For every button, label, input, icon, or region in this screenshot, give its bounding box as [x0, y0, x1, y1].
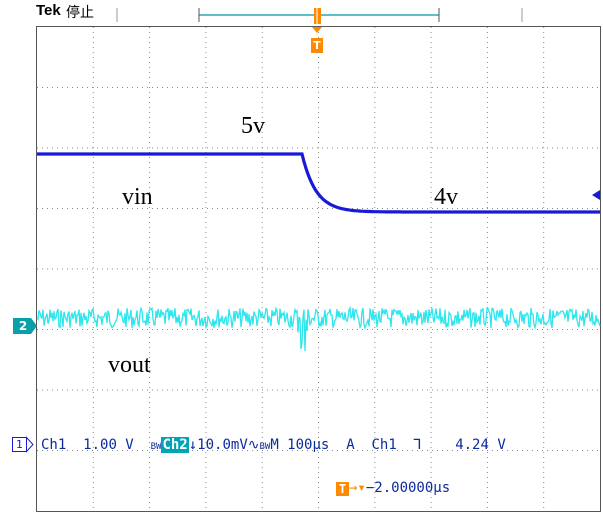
- graticule-grid: [37, 27, 600, 511]
- annotation-4v: 4v: [434, 184, 458, 210]
- ch1-waveform: [37, 152, 600, 214]
- annotation-vout: vout: [108, 352, 151, 378]
- ch1-marker-label: 1: [16, 438, 23, 451]
- trigger-offset-arrow-icon: →▾: [349, 480, 366, 496]
- trigger-source: Ch1: [371, 437, 397, 453]
- record-position-bar: [198, 8, 440, 24]
- annotation-5v: 5v: [241, 113, 265, 139]
- ch2-marker-label: 2: [18, 319, 28, 333]
- graticule-frame: [36, 26, 601, 512]
- ch2-bw-limit-2: BW: [259, 442, 271, 452]
- ch1-scale: 1.00 V: [83, 437, 134, 453]
- ch2-ground-marker: [13, 318, 37, 334]
- trigger-mode: A: [346, 437, 355, 453]
- brand-logo: Tek: [36, 2, 61, 19]
- ch2-label: Ch2: [161, 437, 189, 453]
- trigger-level: 4.24 V: [455, 437, 506, 453]
- ch2-coupling: ↓: [188, 437, 198, 453]
- trigger-offset-readout: T →▾−2.00000μs: [336, 480, 450, 496]
- ch1-marker: [12, 436, 34, 453]
- trigger-offset-value: −2.00000μs: [365, 480, 451, 496]
- acquisition-status: 停止: [66, 5, 94, 21]
- trigger-slope: Ꞁ: [413, 437, 422, 453]
- ch2-bw-limit: BW: [150, 442, 162, 452]
- trigger-marker-label: T: [313, 39, 321, 52]
- trigger-icon: T: [336, 482, 349, 496]
- ch2-waveform: [36, 305, 601, 352]
- ch2-scale: 10.0mV: [197, 437, 248, 453]
- timebase: M 100μs: [270, 437, 330, 453]
- trigger-position-marker: [311, 27, 323, 53]
- ch1-level-marker: [592, 190, 600, 200]
- channel-readout: Ch1 1.00 V BWCh2↓10.0mV∿BWM 100μs A Ch1 …: [41, 437, 506, 453]
- ch1-label: Ch1: [41, 437, 67, 453]
- annotation-vin: vin: [122, 184, 153, 210]
- ch2-suffix: ∿: [247, 437, 260, 453]
